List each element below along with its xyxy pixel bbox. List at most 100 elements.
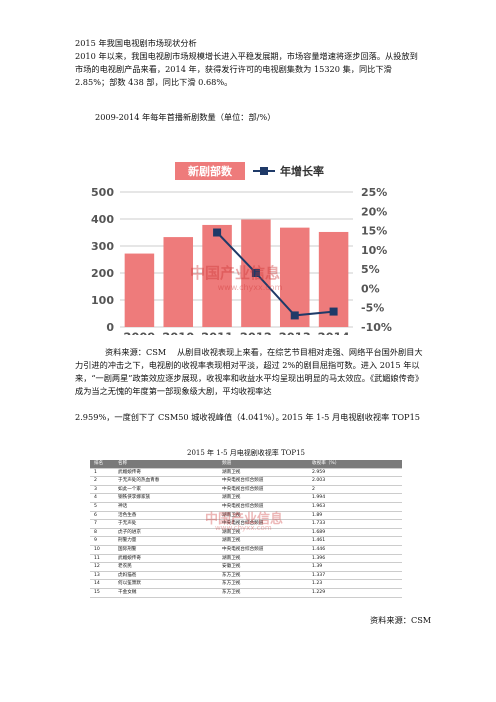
watermark: 中国产业信息 [190,264,280,282]
y2-tick-label: 20% [361,205,387,218]
table-cell: 1.23 [312,581,323,587]
legend-label: 年增长率 [280,164,324,178]
table-title: 2015 年 1-5 月电视剧收视率 TOP15 [186,449,305,457]
table-cell: 中央电视台综合频道 [222,486,264,492]
table-row: 1 武媚娘传奇 湖南卫视 2.959 [90,469,402,478]
table-cell: 2.003 [312,478,326,484]
table-row: 10 国际刑警 中央电视台综合频道 1.446 [90,546,402,555]
point [213,228,222,237]
y2-tick-label: 15% [361,225,387,238]
table-cell: 武媚娘传奇 [118,555,141,561]
table-cell: 11 [94,555,100,561]
table-cell: 国际刑警 [118,546,137,552]
table-cell: 东方卫视 [222,581,241,587]
column-header: 排名 [94,461,104,466]
table-cell: 13 [94,572,100,578]
table-cell: 湖南卫视 [222,512,241,518]
bar [163,237,194,327]
watermark: www.chyxx.com [218,283,283,292]
y-tick-label: 0 [106,321,114,334]
table-cell: 中央电视台综合频道 [222,478,264,484]
table-cell: 1.39 [312,564,323,570]
table-cell: 1.229 [312,589,326,595]
table-cell: 老农民 [118,564,132,570]
table-cell: 1.689 [312,529,326,535]
paragraph: 资料来源：CSM 从剧目收视表现上来看，在综艺节目相对走强、网络平台国外剧目大力… [75,347,423,396]
paragraph: 2.959%，一度创下了 CSM50 城收视峰值（4.041%）。 [75,412,284,422]
y-tick-label: 300 [91,240,114,253]
table-cell: 1.337 [312,572,326,578]
table-cell: 活色生香 [118,512,137,518]
table-row: 15 千金女贼 东方卫视 1.229 [90,589,402,598]
table-cell: 于无声处的热血青春 [118,478,160,484]
table-cell: 虎子的进京 [118,529,141,535]
table-cell: 9 [94,538,97,544]
table-cell: 1.446 [312,546,326,552]
y-tick-label: 400 [91,213,114,226]
column-header: 收视率（%） [312,461,340,466]
table-cell: 8 [94,529,97,535]
table-cell: 钢铁侠李娜家族 [118,495,151,501]
table-row: 14 何以笙箫默 东方卫视 1.23 [90,580,402,589]
table-row: 12 老农民 安徽卫视 1.39 [90,563,402,572]
table-cell: 1.994 [312,495,326,501]
table-row: 3 如此一个家 中央电视台综合频道 2 [90,486,402,495]
table-cell: 中央电视台综合频道 [222,521,264,527]
table-header: 排名 名称 频道 收视率（%） [90,460,402,469]
table-cell: 如此一个家 [118,486,141,492]
source: 资料来源：CSM [370,615,432,625]
watermark: www.chyxx.com [215,524,272,532]
table-cell: 虎妈猫爸 [118,572,137,578]
table-cell: 刑警力量 [118,538,137,544]
bar [279,227,310,327]
table-cell: 湖南卫视 [222,529,241,535]
table-cell: 千金女贼 [118,589,137,595]
table-cell: 2 [312,486,315,492]
point [290,311,299,320]
legend-swatch [175,162,245,180]
chart-caption: 2009-2014 年每年首播新剧数量（单位：部/%） [95,112,276,122]
y-tick-label: 200 [91,267,114,280]
table-cell: 安徽卫视 [222,564,241,570]
table-cell: 12 [94,564,100,570]
paragraph: 2010 年以来，我国电视剧市场规模增长进入平稳发展期，市场容量增速将逐步回落。… [75,51,418,87]
y2-tick-label: -5% [361,302,384,315]
table-cell: 1.963 [312,503,326,509]
legend-label: 新剧部数 [188,164,233,178]
y2-tick-label: 0% [361,282,380,295]
table-cell: 2.959 [312,469,326,475]
table-cell: 3 [94,486,97,492]
legend-marker [260,167,268,175]
table-cell: 中央电视台综合频道 [222,503,264,509]
table-cell: 武媚娘传奇 [118,469,141,475]
table-row: 4 钢铁侠李娜家族 湖南卫视 1.994 [90,494,402,503]
table-cell: 湖南卫视 [222,469,241,475]
x-tick-label: 2013 [279,330,311,335]
y2-tick-label: 5% [361,263,380,276]
table-cell: 东方卫视 [222,572,241,578]
table-cell: 中央电视台综合频道 [222,546,264,552]
table-cell: 东方卫视 [222,589,241,595]
y-tick-label: 100 [91,294,114,307]
table-cell: 何以笙箫默 [118,581,141,587]
table-cell: 14 [94,581,100,587]
table-cell: 15 [94,589,100,595]
table-cell: 1.461 [312,538,326,544]
title: 2015 年我国电视剧市场现状分析 [75,38,197,48]
x-tick-label: 2010 [162,330,194,335]
x-tick-label: 2012 [240,330,272,335]
table-row: 11 武媚娘传奇 湖南卫视 1.396 [90,555,402,564]
table-cell: 1 [94,469,97,475]
table-row: 5 神话 中央电视台综合频道 1.963 [90,503,402,512]
table-row: 9 刑警力量 湖南卫视 1.461 [90,537,402,546]
column-header: 频道 [222,461,232,466]
table-row: 13 虎妈猫爸 东方卫视 1.337 [90,572,402,581]
point [251,269,260,277]
column-header: 名称 [118,461,128,466]
table-cell: 4 [94,495,97,501]
table-cell: 于无声处 [118,521,137,527]
y2-tick-label: -10% [361,321,392,334]
y2-tick-label: 25% [361,186,387,199]
table-cell: 1.733 [312,521,326,527]
watermark: 中国产业信息 [205,512,284,527]
